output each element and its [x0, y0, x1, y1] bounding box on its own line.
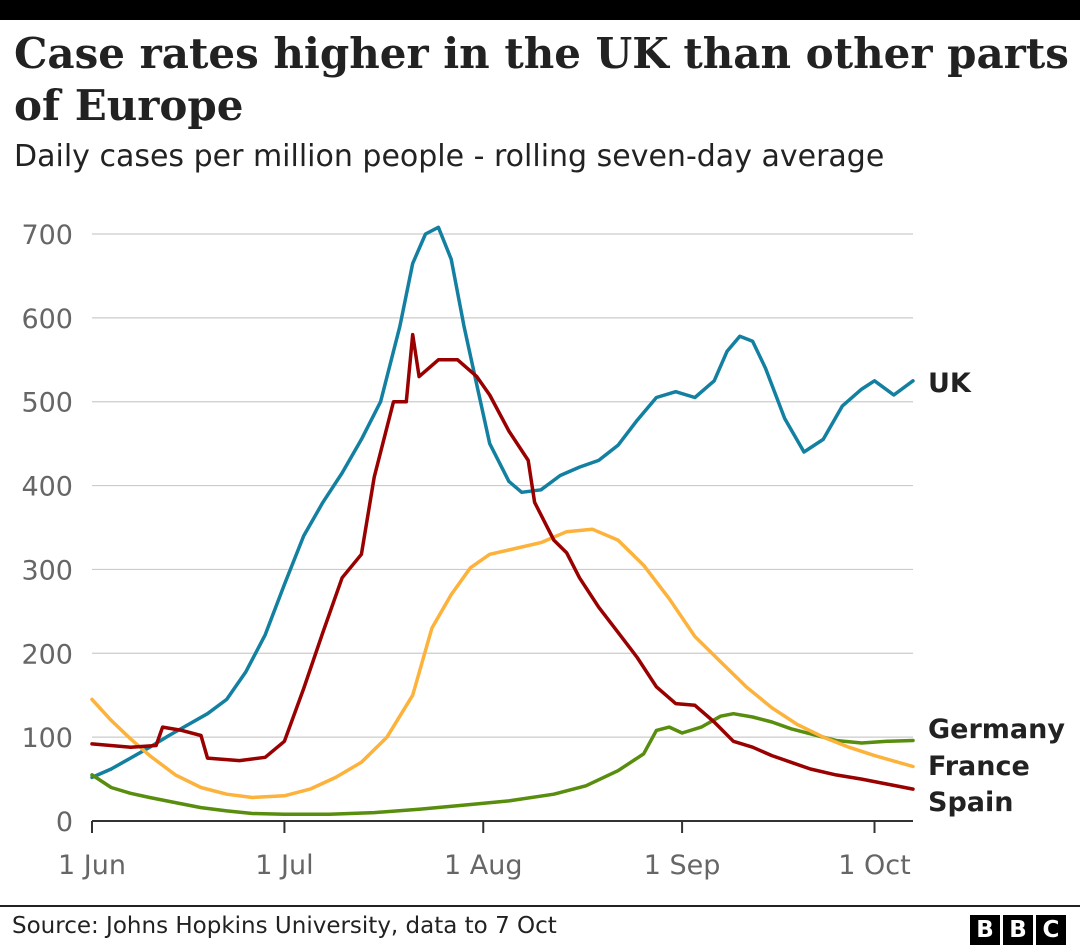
y-tick-label: 200	[21, 639, 73, 670]
x-tick-label: 1 Aug	[444, 850, 522, 881]
series-label-uk: UK	[928, 368, 972, 399]
chart-title: Case rates higher in the UK than other p…	[14, 29, 1069, 130]
bbc-logo: B B C	[970, 915, 1066, 945]
top-bar	[0, 0, 1080, 20]
footer: Source: Johns Hopkins University, data t…	[0, 905, 1080, 950]
series-line-uk	[90, 225, 915, 780]
logo-letter: B	[1003, 915, 1033, 945]
series-lines	[90, 225, 915, 817]
x-tick-label: 1 Jun	[58, 850, 126, 881]
logo-letter: C	[1036, 915, 1066, 945]
series-line-germany	[90, 711, 915, 817]
y-tick-label: 0	[56, 807, 73, 838]
series-labels: UK Germany France Spain	[928, 368, 1065, 818]
series-label-spain: Spain	[928, 787, 1013, 818]
y-tick-label: 300	[21, 555, 73, 586]
y-tick-label: 400	[21, 472, 73, 503]
logo-letter: B	[970, 915, 1000, 945]
y-tick-labels: 0 100 200 300 400 500 600 700	[21, 220, 73, 838]
y-tick-label: 700	[21, 220, 73, 251]
y-gridlines	[91, 233, 913, 833]
y-tick-label: 600	[21, 304, 73, 335]
x-tick-label: 1 Sep	[644, 850, 721, 881]
series-label-germany: Germany	[928, 714, 1065, 745]
series-line-spain	[90, 332, 915, 791]
y-tick-label: 500	[21, 388, 73, 419]
x-tick-labels: 1 Jun 1 Jul 1 Aug 1 Sep 1 Oct	[58, 850, 911, 881]
source-note: Source: Johns Hopkins University, data t…	[12, 913, 557, 939]
series-label-france: France	[928, 751, 1030, 782]
series-line-france	[90, 527, 915, 800]
x-tick-label: 1 Oct	[838, 850, 910, 881]
y-tick-label: 100	[21, 723, 73, 754]
chart-subtitle: Daily cases per million people - rolling…	[14, 139, 885, 174]
x-tick-label: 1 Jul	[255, 850, 313, 881]
